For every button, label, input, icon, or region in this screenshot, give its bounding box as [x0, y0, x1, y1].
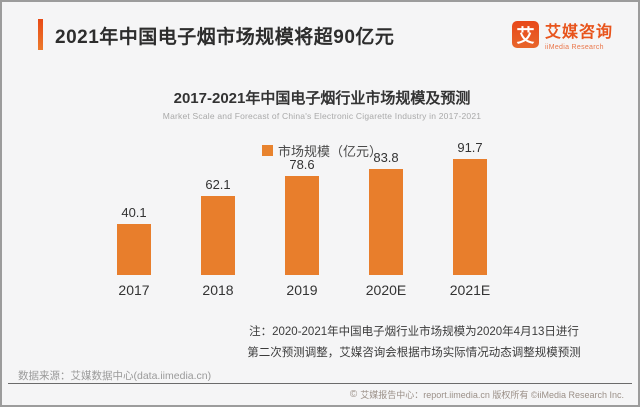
bar-value-label: 40.1 [121, 205, 147, 221]
footnote-line-1: 注：2020-2021年中国电子烟行业市场规模为2020年4月13日进行 [249, 326, 579, 338]
iimedia-logo-name: 艾媒咨询 [545, 24, 614, 41]
iimedia-logo-subtitle: iiMedia Research [545, 44, 604, 51]
footnote: 注：2020-2021年中国电子烟行业市场规模为2020年4月13日进行 第二次… [234, 322, 594, 365]
bar [285, 175, 319, 275]
x-axis-label: 2021E [449, 282, 491, 298]
x-axis-label: 2017 [118, 282, 150, 298]
bar [117, 224, 151, 275]
chart-title: 2017-2021年中国电子烟行业市场规模及预测 [173, 90, 471, 107]
title-accent-bar [38, 19, 43, 50]
page-title: 2021年中国电子烟市场规模将超90亿元 [55, 27, 395, 48]
bar-group: 40.1 2017 [92, 132, 176, 298]
legend-swatch-icon [261, 145, 273, 156]
x-axis-label: 2019 [286, 282, 318, 298]
footnote-line-2: 第二次预测调整，艾媒咨询会根据市场实际情况动态调整规模预测 [247, 347, 581, 360]
bar-group: 78.6 2019 [260, 132, 344, 298]
chart-subtitle: Market Scale and Forecast of China's Ele… [162, 111, 482, 121]
bar-value-label: 83.8 [373, 150, 399, 165]
copyright-icon: © [349, 389, 358, 400]
bar-group: 91.7 2021E [428, 132, 512, 298]
iimedia-logo: 艾 艾媒咨询 iiMedia Research [512, 18, 613, 51]
bar-area: 40.1 [117, 132, 151, 275]
bar [453, 159, 487, 275]
bar-value-label: 78.6 [289, 156, 315, 172]
bar-chart: 40.1 2017 62.1 2018 78.6 2019 83.8 2020E 91.7 202… [92, 132, 512, 298]
bar-area: 83.8 [369, 132, 403, 275]
bar-area: 78.6 [285, 132, 319, 275]
bar-value-label: 91.7 [457, 140, 483, 155]
bar-group: 83.8 2020E [344, 132, 428, 298]
footer-copyright: © 艾媒报告中心：report.iimedia.cn 版权所有 ©iiMedia… [350, 388, 624, 401]
bar-area: 91.7 [453, 132, 487, 275]
iimedia-logo-text: 艾媒咨询 iiMedia Research [545, 18, 613, 51]
bar [369, 169, 403, 275]
legend-label: 市场规模（亿元） [277, 144, 382, 159]
bar-group: 62.1 2018 [176, 132, 260, 298]
bar-value-label: 62.1 [205, 177, 231, 193]
bar-area: 62.1 [201, 132, 235, 275]
x-axis-label: 2018 [202, 282, 234, 298]
x-axis-label: 2020E [365, 282, 407, 298]
iimedia-logo-icon: 艾 [512, 21, 539, 48]
chart-legend: 市场规模（亿元） [2, 141, 638, 160]
footer-copyright-text: 艾媒报告中心：report.iimedia.cn 版权所有 ©iiMedia R… [360, 390, 624, 400]
data-source: 数据来源：艾媒数据中心(data.iimedia.cn) [18, 370, 212, 382]
bar [201, 196, 235, 275]
footer-divider [8, 383, 632, 384]
